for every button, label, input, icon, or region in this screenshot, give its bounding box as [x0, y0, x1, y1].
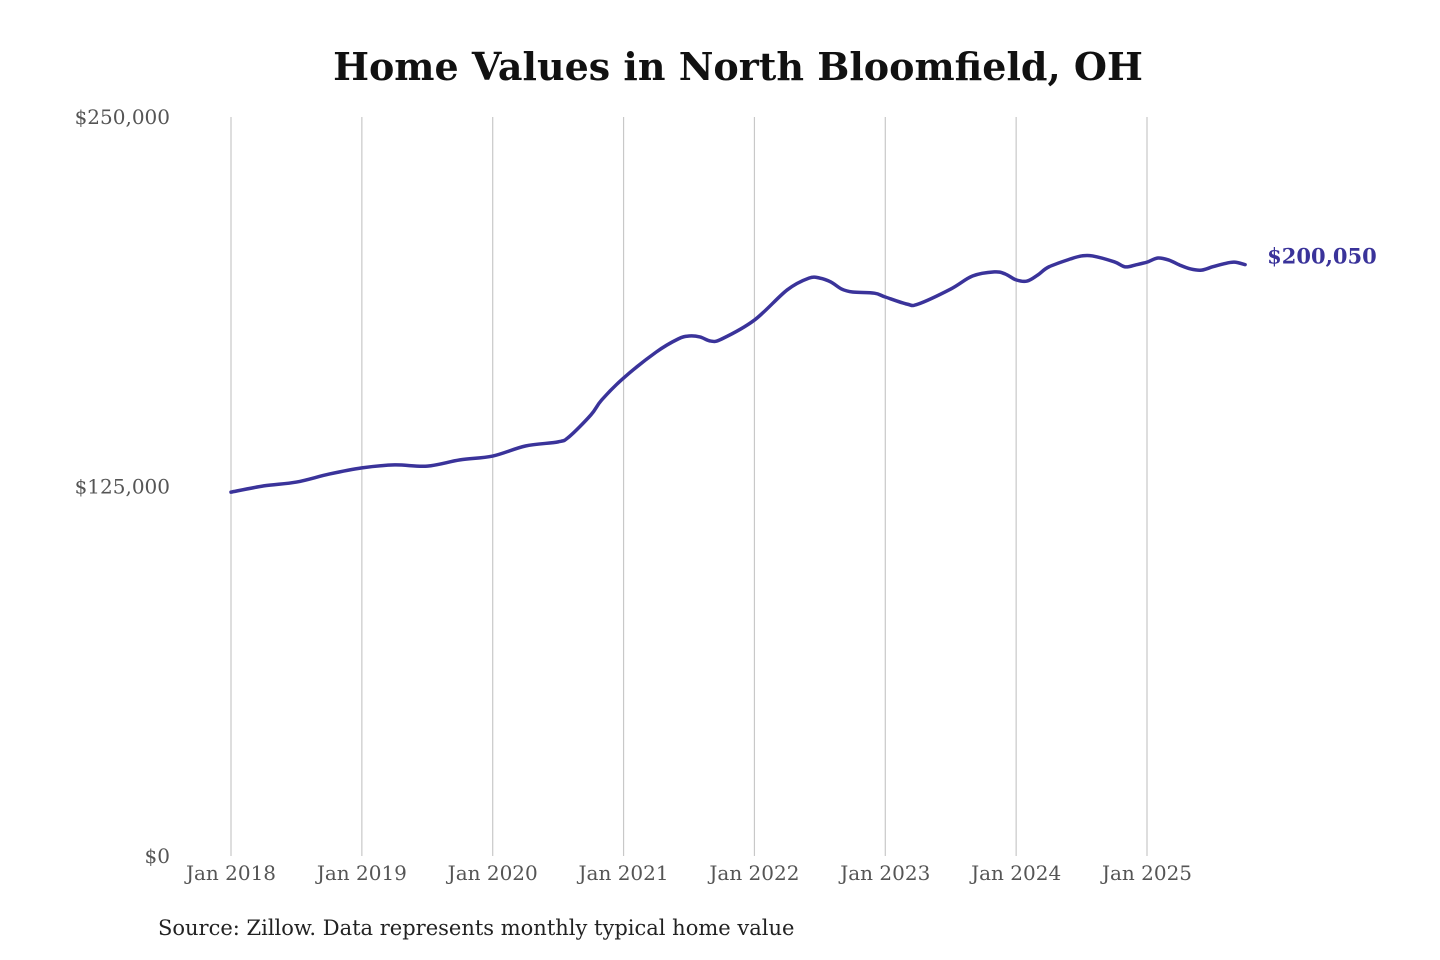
y-tick-label: $250,000	[75, 105, 170, 129]
chart-title: Home Values in North Bloomfield, OH	[333, 44, 1143, 89]
x-tick-label: Jan 2019	[315, 861, 407, 885]
x-tick-label: Jan 2025	[1100, 861, 1192, 885]
x-tick-label: Jan 2022	[707, 861, 799, 885]
x-tick-label: Jan 2018	[184, 861, 276, 885]
end-value-label: $200,050	[1267, 244, 1377, 269]
y-tick-label: $125,000	[75, 475, 170, 499]
x-tick-label: Jan 2024	[969, 861, 1061, 885]
x-tick-label: Jan 2021	[577, 861, 669, 885]
x-tick-label: Jan 2023	[838, 861, 930, 885]
y-tick-label: $0	[145, 844, 170, 868]
series-line	[229, 253, 1247, 494]
x-tick-label: Jan 2020	[446, 861, 538, 885]
source-note: Source: Zillow. Data represents monthly …	[158, 916, 795, 940]
